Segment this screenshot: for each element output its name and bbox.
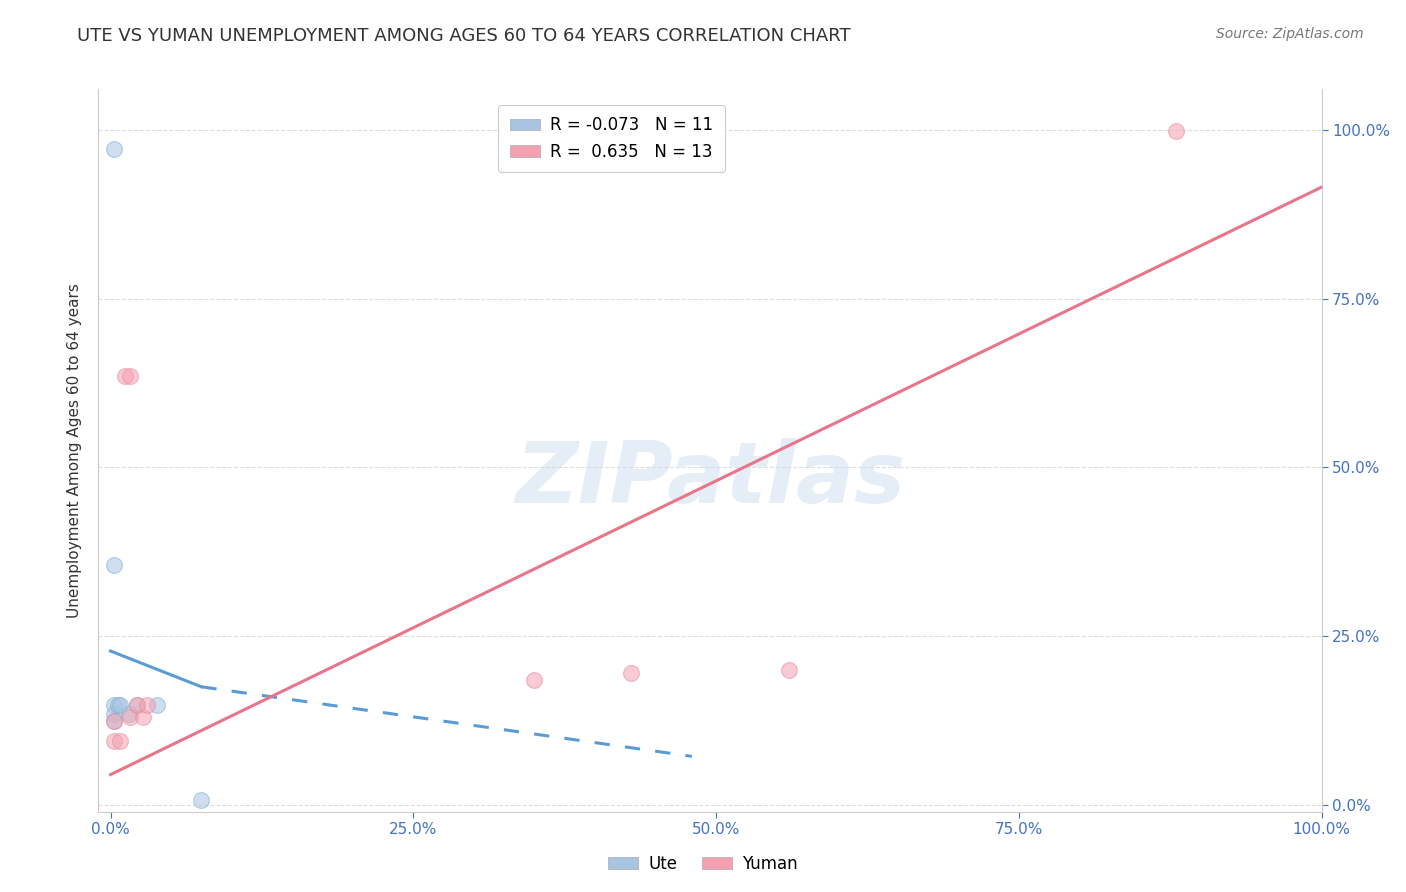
Point <box>118 706 141 721</box>
Point <box>103 714 125 728</box>
Point <box>103 558 125 573</box>
Point <box>103 142 125 156</box>
Point <box>1166 124 1188 138</box>
Point <box>135 698 157 712</box>
Y-axis label: Unemployment Among Ages 60 to 64 years: Unemployment Among Ages 60 to 64 years <box>67 283 83 618</box>
Text: UTE VS YUMAN UNEMPLOYMENT AMONG AGES 60 TO 64 YEARS CORRELATION CHART: UTE VS YUMAN UNEMPLOYMENT AMONG AGES 60 … <box>77 27 851 45</box>
Point <box>110 734 132 748</box>
Text: ZIPatlas: ZIPatlas <box>515 438 905 521</box>
Point <box>145 698 167 712</box>
Point <box>778 663 800 677</box>
Point <box>103 734 125 748</box>
Point <box>127 698 149 712</box>
Point <box>118 710 141 724</box>
Point <box>132 710 155 724</box>
Point <box>114 369 136 384</box>
Point <box>103 706 125 721</box>
Legend: Ute, Yuman: Ute, Yuman <box>602 848 804 880</box>
Text: Source: ZipAtlas.com: Source: ZipAtlas.com <box>1216 27 1364 41</box>
Legend: R = -0.073   N = 11, R =  0.635   N = 13: R = -0.073 N = 11, R = 0.635 N = 13 <box>498 104 724 172</box>
Point <box>107 698 129 712</box>
Point <box>118 369 141 384</box>
Point <box>190 792 212 806</box>
Point <box>523 673 546 687</box>
Point <box>127 698 149 712</box>
Point <box>110 698 132 712</box>
Point <box>103 698 125 712</box>
Point <box>620 666 643 681</box>
Point <box>103 714 125 728</box>
